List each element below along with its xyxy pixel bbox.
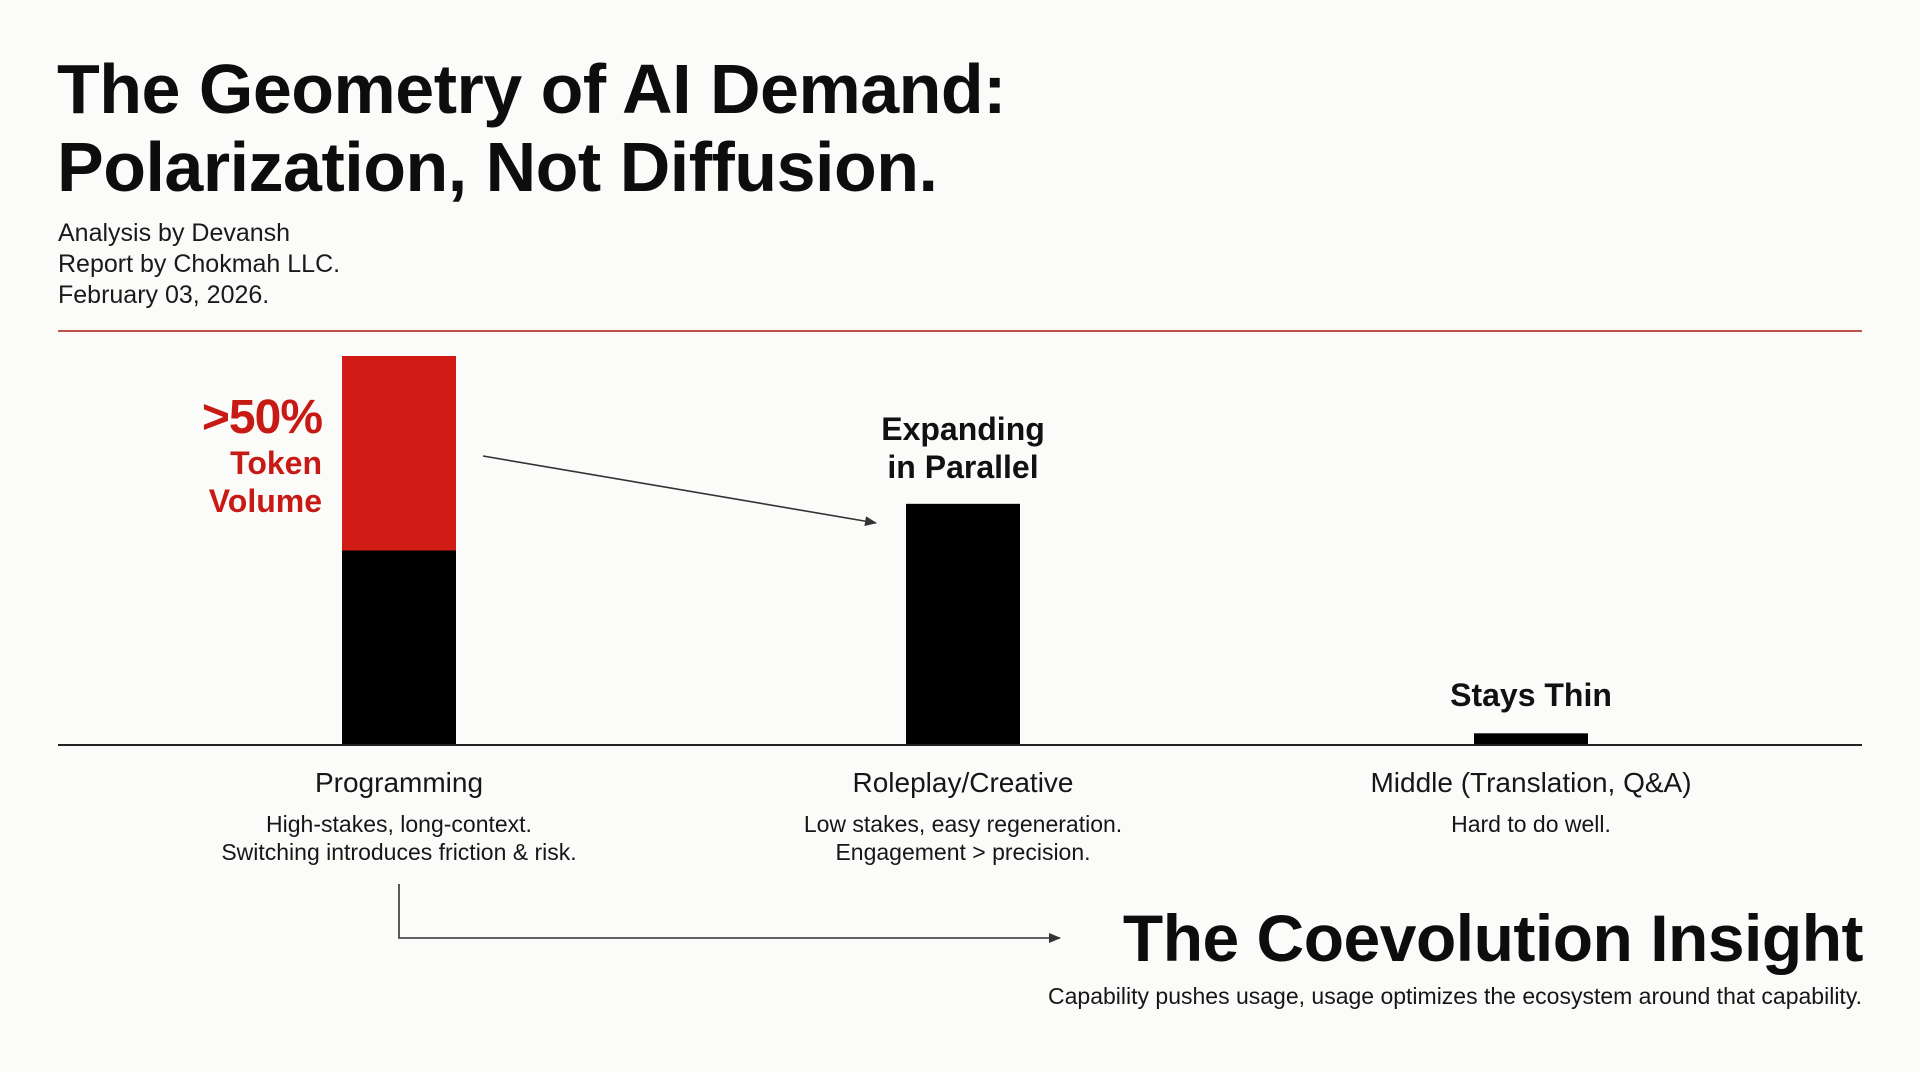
insight-connector-arrow — [398, 884, 1061, 943]
shift-arrow — [482, 455, 877, 527]
category-label-programming: Programming — [314, 767, 484, 798]
insight-title: The Coevolution Insight — [1122, 901, 1864, 975]
bar-middle-translation-q-a-s2 — [1474, 733, 1588, 745]
category-desc-roleplay: Low stakes, easy regeneration. Engagemen… — [663, 810, 1263, 866]
category-desc-programming: High-stakes, long-context. Switching int… — [99, 810, 699, 866]
category-desc-line: Hard to do well. — [1451, 811, 1611, 837]
category-desc-line: High-stakes, long-context. — [266, 811, 532, 837]
title-line-1: The Geometry of AI Demand: — [57, 50, 1007, 128]
bar-programming-s0 — [342, 550, 456, 745]
report-date: February 03, 2026. — [58, 281, 270, 309]
report-credit: Report by Chokmah LLC. — [58, 250, 341, 278]
middle-annotation-text: Stays Thin — [1450, 677, 1612, 713]
middle-annotation: Stays Thin — [1381, 676, 1681, 714]
title-line-2: Polarization, Not Diffusion. — [57, 128, 938, 206]
category-label-middle: Middle (Translation, Q&A) — [1370, 767, 1692, 798]
category-desc-line: Switching introduces friction & risk. — [221, 839, 577, 865]
page-title: The Geometry of AI Demand: Polarization,… — [57, 50, 1007, 206]
category-desc-middle: Hard to do well. — [1231, 810, 1831, 838]
programming-share-pct: >50% — [201, 391, 323, 444]
bar-group — [342, 356, 1588, 745]
programming-annotation: >50% Token Volume — [201, 391, 323, 520]
insight-subtitle: Capability pushes usage, usage optimizes… — [1048, 983, 1862, 1009]
analysis-credit: Analysis by Devansh — [58, 219, 291, 247]
category-label-roleplay: Roleplay/Creative — [852, 767, 1074, 798]
report-meta: Analysis by Devansh Report by Chokmah LL… — [58, 218, 340, 311]
programming-share-label-2: Volume — [208, 483, 322, 519]
programming-share-label-1: Token — [230, 445, 322, 481]
roleplay-annotation-line-1: Expanding — [881, 411, 1045, 447]
roleplay-annotation: Expanding in Parallel — [813, 410, 1113, 486]
category-desc-line: Low stakes, easy regeneration. — [803, 811, 1123, 837]
roleplay-annotation-line-2: in Parallel — [887, 449, 1039, 485]
bar-programming-s1 — [342, 356, 456, 551]
category-desc-line: Engagement > precision. — [835, 839, 1091, 865]
bar-roleplay-creative-s2 — [906, 503, 1020, 745]
